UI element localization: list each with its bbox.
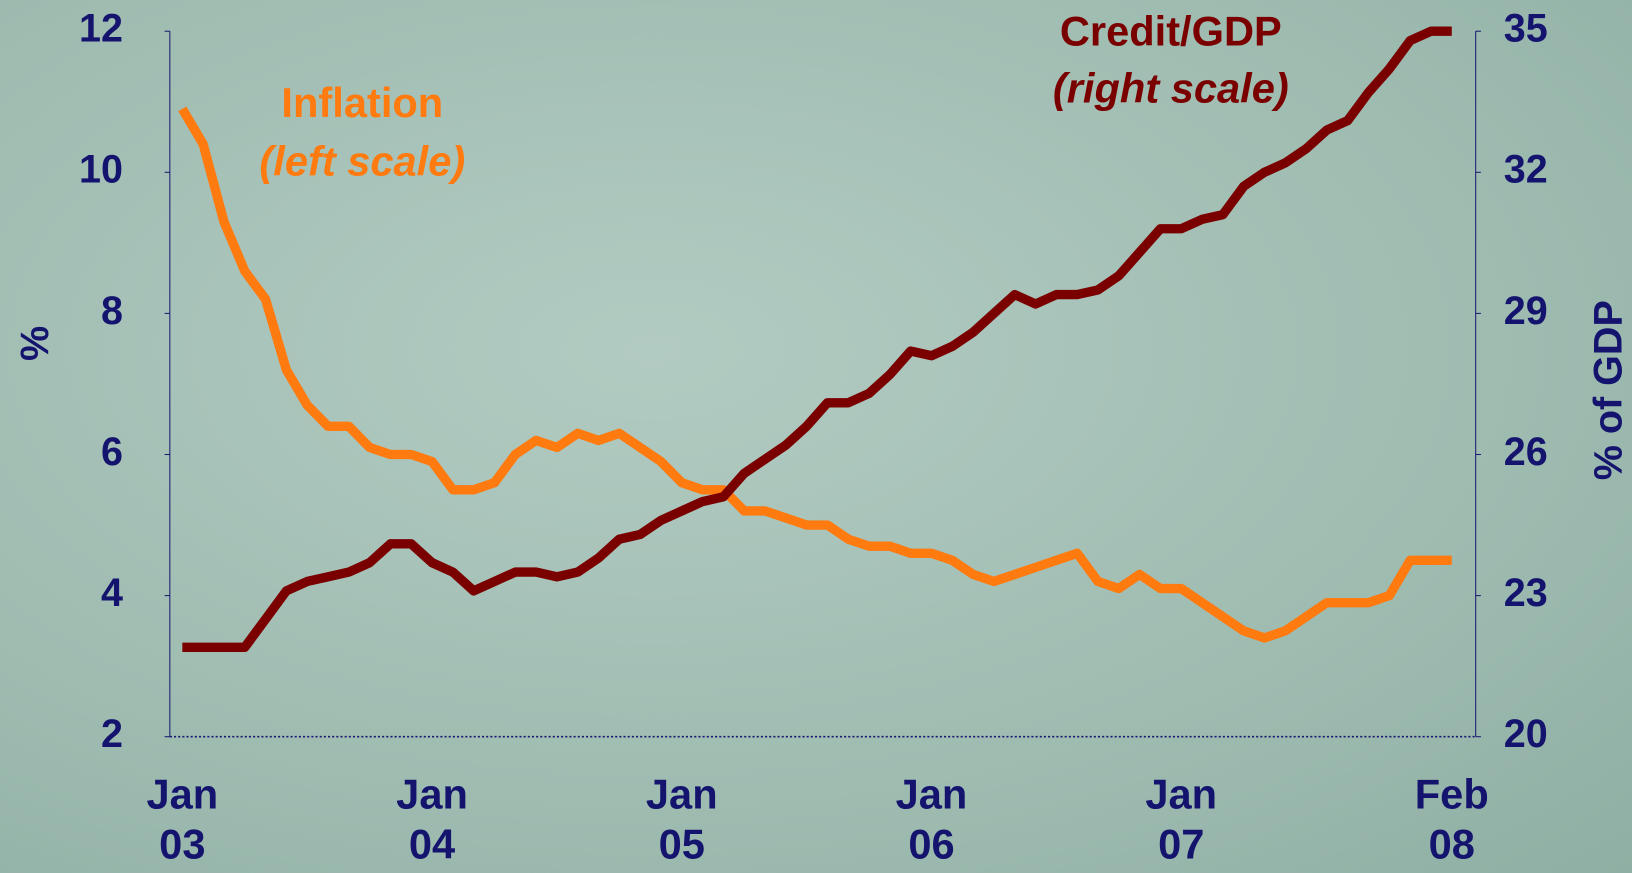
y-tick-label: 4 <box>101 571 123 615</box>
x-tick-label-box: Feb 08 <box>1389 770 1514 873</box>
y-tick-label: 2 <box>101 712 123 756</box>
x-tick-label-box: Jan 07 <box>1119 770 1244 873</box>
x-tick-label: Jan 03 <box>120 770 245 870</box>
y2-tick-label: 35 <box>1504 7 1548 51</box>
y2-tick-label: 26 <box>1504 430 1548 474</box>
y-tick-label: 10 <box>79 148 123 192</box>
x-tick-label: Jan 04 <box>370 770 495 870</box>
annotation: (left scale) <box>259 137 465 184</box>
x-tick-label: Feb 08 <box>1389 770 1514 870</box>
y2-tick-label: 29 <box>1504 289 1548 333</box>
y2-tick-label: 23 <box>1504 571 1548 615</box>
x-tick-label-box: Jan 05 <box>619 770 744 873</box>
x-tick-label-box: Jan 06 <box>869 770 994 873</box>
x-tick-label: Jan 06 <box>869 770 994 870</box>
series-label: Inflation <box>281 79 443 126</box>
annotation: (right scale) <box>1053 65 1289 112</box>
x-tick-label-box: Jan 04 <box>370 770 495 873</box>
chart: % % of GDP Inflation (left scale) Credit… <box>0 0 1632 873</box>
series-label: Credit/GDP <box>1060 7 1282 54</box>
x-tick-label-box: Jan 03 <box>120 770 245 873</box>
page: % % of GDP Inflation (left scale) Credit… <box>0 0 1632 873</box>
x-tick-label: Jan 05 <box>619 770 744 870</box>
y2-axis-label: % of GDP <box>1586 300 1630 480</box>
y-axis-label: % <box>13 326 57 361</box>
y2-tick-label: 20 <box>1504 712 1548 756</box>
y-tick-label: 12 <box>79 7 123 51</box>
y-tick-label: 8 <box>101 289 123 333</box>
y2-tick-label: 32 <box>1504 148 1548 192</box>
y-tick-label: 6 <box>101 430 123 474</box>
x-tick-label: Jan 07 <box>1119 770 1244 870</box>
